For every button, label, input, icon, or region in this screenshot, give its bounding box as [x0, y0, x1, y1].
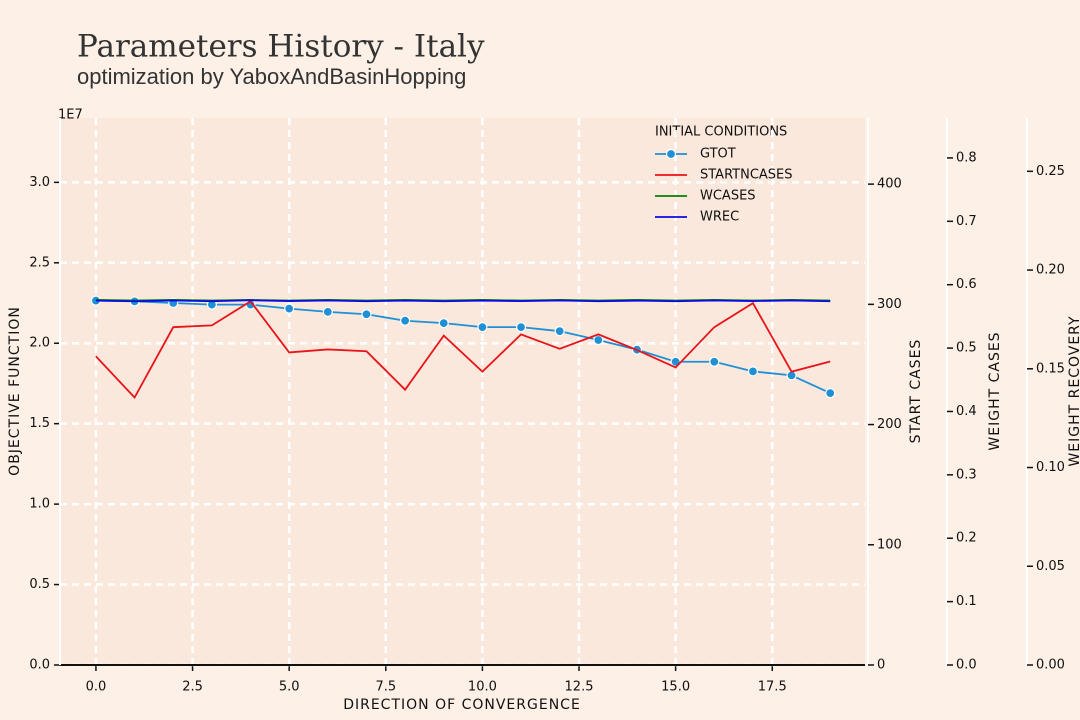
y-tick-label: 1.0	[29, 497, 50, 512]
y2-tick-label: 300	[877, 297, 902, 312]
y3-tick-label: 0.2	[956, 531, 977, 546]
x-tick-label: 10.0	[468, 680, 497, 695]
y-tick-label: 0.0	[29, 658, 50, 673]
series-marker	[593, 334, 604, 346]
legend-marker	[665, 148, 677, 160]
x-axis-label: DIRECTION OF CONVERGENCE	[343, 697, 581, 713]
y3-tick-label: 0.7	[956, 214, 977, 229]
y3-tick-label: 0.8	[956, 150, 977, 165]
series-marker	[825, 388, 836, 399]
y3-tick-label: 0.1	[956, 594, 977, 609]
y3-tick-label: 0.0	[956, 658, 977, 673]
series-marker	[477, 322, 488, 333]
y3-tick-label: 0.6	[956, 277, 977, 292]
legend-label: STARTNCASES	[700, 168, 793, 183]
x-tick-label: 2.5	[182, 680, 203, 695]
y4-tick-label: 0.10	[1036, 460, 1065, 475]
legend-title: INITIAL CONDITIONS	[655, 125, 787, 140]
series-marker	[747, 366, 759, 377]
series-marker	[361, 309, 372, 320]
plot-area	[60, 118, 865, 665]
y-offset-label: 1E7	[58, 108, 83, 123]
chart-title: Parameters History - Italy	[77, 29, 485, 65]
series-marker	[400, 315, 411, 326]
y4-tick-label: 0.15	[1036, 361, 1065, 376]
x-tick-label: 0.0	[86, 680, 107, 695]
series-marker	[438, 318, 449, 329]
y4-axis-label: WEIGHT RECOVERY	[1067, 315, 1080, 466]
series-line	[95, 299, 831, 394]
y-tick-label: 2.5	[29, 255, 50, 270]
x-tick-label: 17.5	[758, 680, 787, 695]
y2-tick-label: 0	[877, 658, 885, 673]
legend-label: GTOT	[700, 147, 736, 162]
series-line	[95, 299, 831, 303]
y2-tick-label: 200	[877, 417, 902, 432]
series-marker	[322, 306, 333, 317]
y4-tick-label: 0.00	[1036, 658, 1065, 673]
y4-tick-label: 0.20	[1036, 263, 1065, 278]
y4-tick-label: 0.25	[1036, 164, 1065, 179]
x-tick-label: 12.5	[565, 680, 594, 695]
y2-axis-label: START CASES	[908, 339, 924, 444]
chart-subtitle: optimization by YaboxAndBasinHopping	[77, 64, 466, 89]
y4-tick-label: 0.05	[1036, 559, 1065, 574]
x-tick-label: 5.0	[279, 680, 300, 695]
y3-tick-label: 0.5	[956, 341, 977, 356]
y-tick-label: 0.5	[29, 577, 50, 592]
series-marker	[554, 326, 565, 337]
y3-tick-label: 0.4	[956, 404, 977, 419]
series-marker	[284, 303, 295, 314]
legend-label: WREC	[700, 210, 739, 225]
y2-tick-label: 100	[877, 537, 902, 552]
legend-label: WCASES	[700, 189, 756, 204]
y3-axis-label: WEIGHT CASES	[987, 331, 1003, 450]
y-axis-label: OBJECTIVE FUNCTION	[7, 306, 23, 476]
x-tick-label: 7.5	[375, 680, 396, 695]
y-tick-label: 2.0	[29, 336, 50, 351]
y2-tick-label: 400	[877, 177, 902, 192]
series-line	[95, 300, 831, 400]
series-marker	[515, 322, 527, 333]
y-tick-label: 1.5	[29, 416, 50, 431]
x-tick-label: 15.0	[661, 680, 690, 695]
y3-tick-label: 0.3	[956, 467, 977, 482]
series-marker	[709, 356, 720, 367]
y-tick-label: 3.0	[29, 175, 50, 190]
